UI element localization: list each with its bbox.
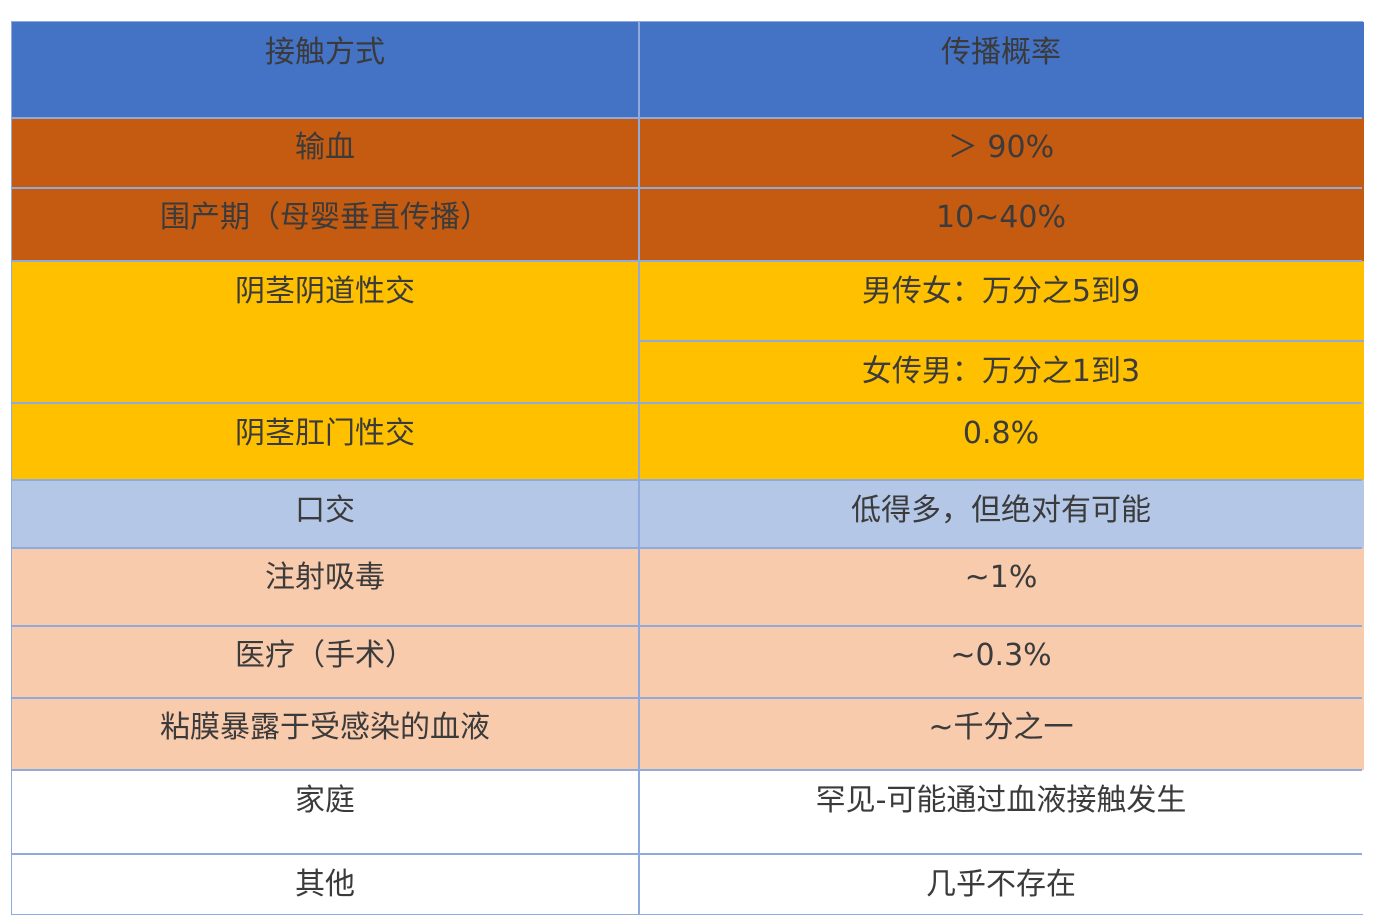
row-8-method-cell: 粘膜暴露于受感染的血液	[12, 698, 638, 770]
header-probability-label: 传播概率	[941, 35, 1061, 70]
row-5-method-cell: 口交	[12, 480, 638, 548]
row-6-probability: ~1%	[964, 560, 1038, 595]
row-3b-probability: 女传男：万分之1到3	[861, 354, 1141, 389]
column-divider	[638, 22, 640, 914]
row-2-method-cell: 围产期（母婴垂直传播）	[12, 188, 638, 261]
row-2-method: 围产期（母婴垂直传播）	[160, 200, 490, 235]
row-3-method: 阴茎阴道性交	[235, 274, 415, 309]
row-6-method-cell: 注射吸毒	[12, 548, 638, 626]
row-2-probability: 10~40%	[936, 200, 1066, 235]
row-5-probability-cell: 低得多，但绝对有可能	[638, 480, 1364, 548]
row-1-method: 输血	[295, 130, 355, 165]
row-6-probability-cell: ~1%	[638, 548, 1364, 626]
row-3a-probability-cell: 男传女：万分之5到9	[638, 261, 1364, 341]
row-8-method: 粘膜暴露于受感染的血液	[160, 710, 490, 745]
row-10-method-cell: 其他	[12, 854, 638, 914]
row-7-method-cell: 医疗（手术）	[12, 626, 638, 698]
row-divider	[12, 625, 1362, 627]
row-divider	[12, 697, 1362, 699]
row-3-method-cell: 阴茎阴道性交	[12, 261, 638, 403]
row-9-probability: 罕见-可能通过血液接触发生	[815, 783, 1187, 818]
row-divider	[12, 479, 1362, 481]
row-divider	[12, 117, 1362, 119]
header-method-cell: 接触方式	[12, 22, 638, 118]
row-1-probability-cell: ＞ 90%	[638, 118, 1364, 188]
row-6-method: 注射吸毒	[265, 560, 385, 595]
row-10-probability-cell: 几乎不存在	[638, 854, 1364, 914]
row-3a-probability: 男传女：万分之5到9	[861, 274, 1141, 309]
row-9-method-cell: 家庭	[12, 770, 638, 854]
row-9-method: 家庭	[295, 783, 355, 818]
row-10-method: 其他	[295, 867, 355, 902]
row-1-method-cell: 输血	[12, 118, 638, 188]
header-method-label: 接触方式	[265, 35, 385, 70]
row-divider	[12, 853, 1362, 855]
row-10-probability: 几乎不存在	[926, 867, 1076, 902]
transmission-table: 接触方式 传播概率 输血 ＞ 90% 围产期（母婴垂直传播） 10~40% 阴茎…	[11, 21, 1364, 915]
row-divider	[638, 340, 1364, 342]
row-5-method: 口交	[295, 493, 355, 528]
row-divider	[12, 547, 1362, 549]
row-9-probability-cell: 罕见-可能通过血液接触发生	[638, 770, 1364, 854]
row-divider	[12, 402, 1362, 404]
row-4-probability-cell: 0.8%	[638, 403, 1364, 480]
row-2-probability-cell: 10~40%	[638, 188, 1364, 261]
row-1-probability: ＞ 90%	[947, 130, 1055, 165]
row-7-probability: ~0.3%	[950, 638, 1052, 673]
row-4-method-cell: 阴茎肛门性交	[12, 403, 638, 480]
row-4-method: 阴茎肛门性交	[235, 416, 415, 451]
row-7-probability-cell: ~0.3%	[638, 626, 1364, 698]
row-divider	[12, 769, 1362, 771]
row-5-probability: 低得多，但绝对有可能	[851, 493, 1151, 528]
row-divider	[12, 187, 1362, 189]
row-7-method: 医疗（手术）	[235, 638, 415, 673]
header-probability-cell: 传播概率	[638, 22, 1364, 118]
row-3b-probability-cell: 女传男：万分之1到3	[638, 341, 1364, 403]
row-8-probability: ~千分之一	[928, 710, 1074, 745]
row-8-probability-cell: ~千分之一	[638, 698, 1364, 770]
row-divider	[12, 260, 1362, 262]
row-4-probability: 0.8%	[962, 416, 1040, 451]
